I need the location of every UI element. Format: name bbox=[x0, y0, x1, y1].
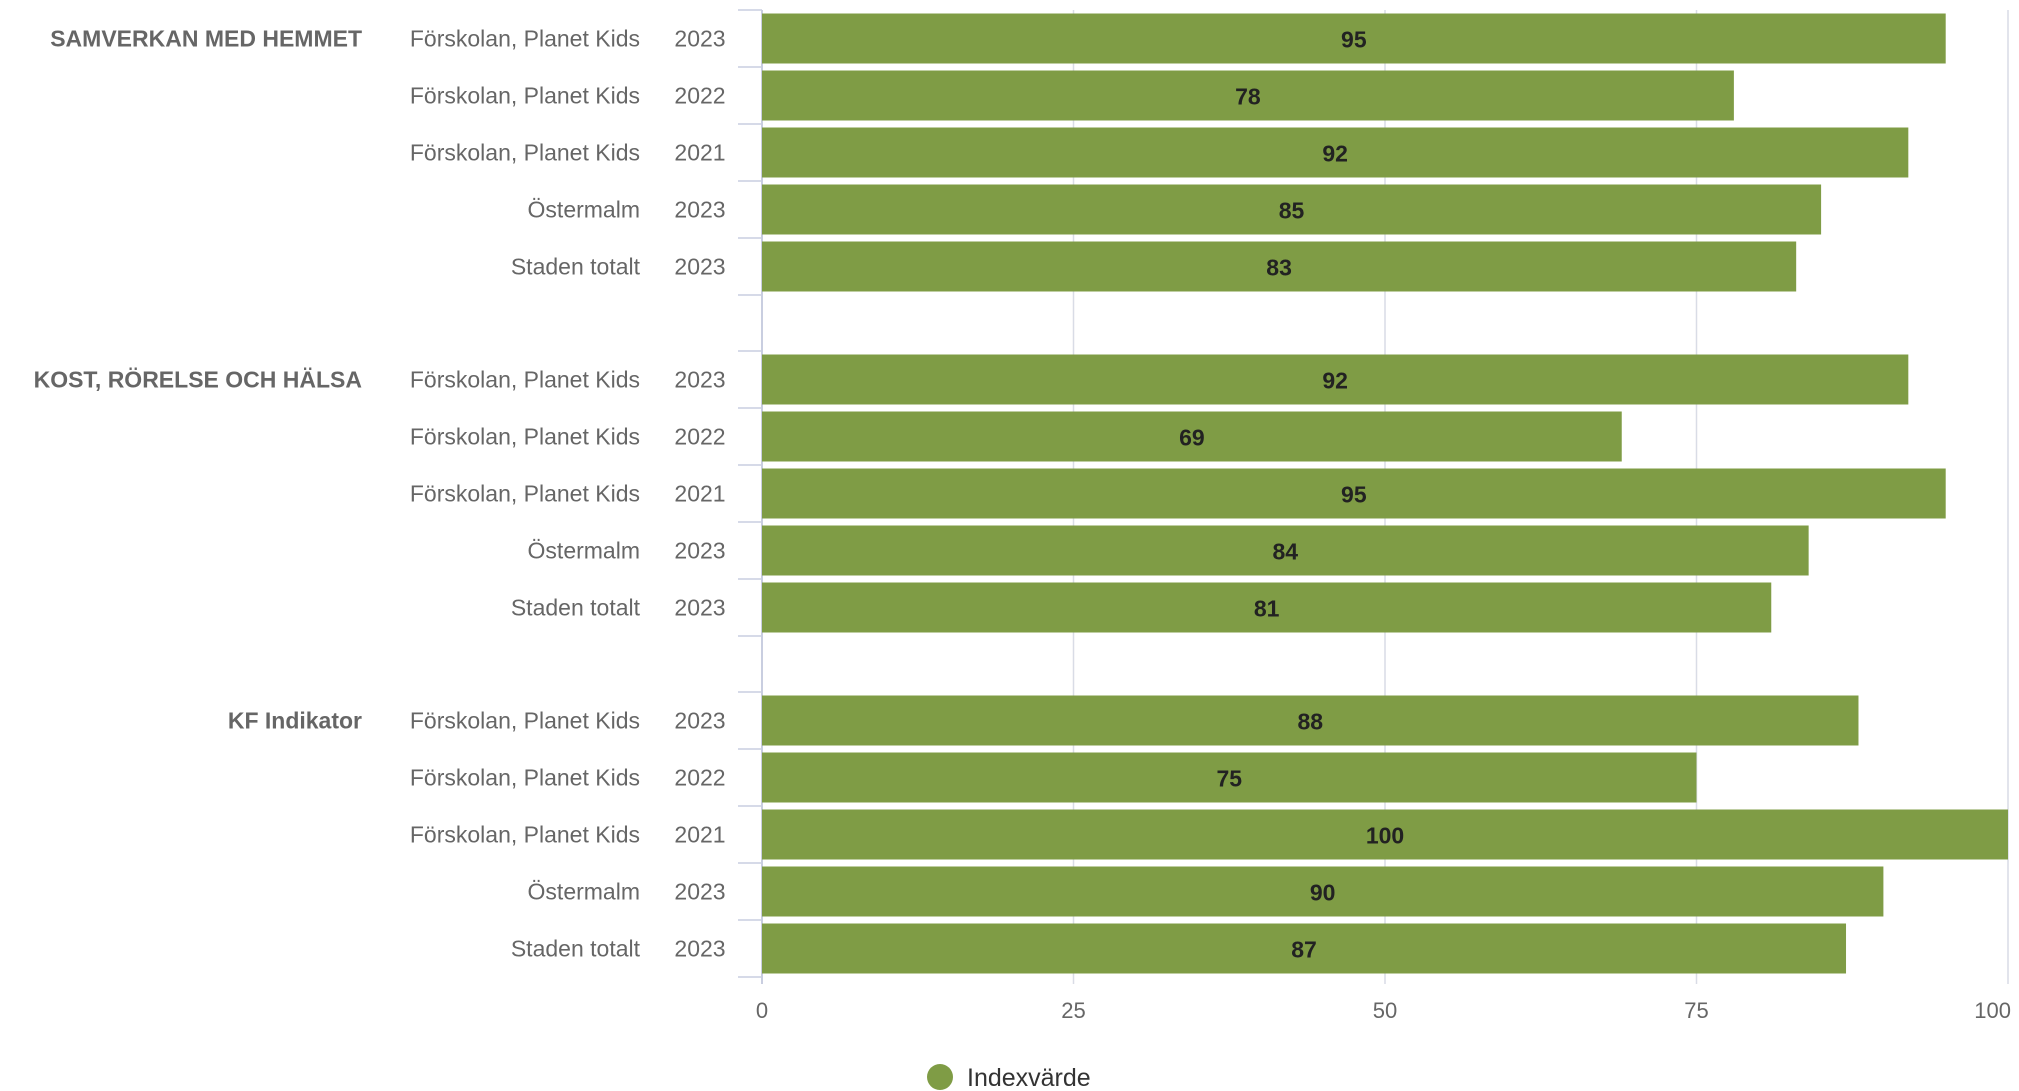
category-label: Staden totalt bbox=[511, 254, 641, 280]
data-label: 95 bbox=[1341, 482, 1367, 508]
x-tick-label: 25 bbox=[1061, 998, 1085, 1023]
data-label: 92 bbox=[1322, 141, 1348, 167]
data-label: 78 bbox=[1235, 84, 1261, 110]
x-tick-label: 50 bbox=[1373, 998, 1397, 1023]
bar bbox=[762, 241, 1797, 292]
year-label: 2022 bbox=[674, 83, 725, 109]
year-label: 2023 bbox=[674, 708, 725, 734]
x-tick-label: 0 bbox=[756, 998, 768, 1023]
bar bbox=[762, 468, 1946, 519]
bar bbox=[762, 525, 1809, 576]
year-label: 2023 bbox=[674, 538, 725, 564]
data-label: 85 bbox=[1279, 198, 1305, 224]
category-label: Förskolan, Planet Kids bbox=[410, 481, 640, 507]
group-label: KOST, RÖRELSE OCH HÄLSA bbox=[34, 367, 362, 393]
year-label: 2022 bbox=[674, 424, 725, 450]
year-label: 2023 bbox=[674, 879, 725, 905]
data-label: 87 bbox=[1291, 937, 1317, 963]
category-label: Staden totalt bbox=[511, 595, 641, 621]
bar bbox=[762, 695, 1859, 746]
legend-label: Indexvärde bbox=[967, 1064, 1091, 1091]
bar bbox=[762, 582, 1772, 633]
category-label: Förskolan, Planet Kids bbox=[410, 26, 640, 52]
category-label: Förskolan, Planet Kids bbox=[410, 765, 640, 791]
data-label: 88 bbox=[1297, 709, 1323, 735]
category-label: Staden totalt bbox=[511, 936, 641, 962]
year-label: 2023 bbox=[674, 367, 725, 393]
data-label: 84 bbox=[1273, 539, 1299, 565]
year-label: 2023 bbox=[674, 595, 725, 621]
data-label: 75 bbox=[1216, 766, 1242, 792]
data-label: 100 bbox=[1366, 823, 1404, 849]
year-label: 2023 bbox=[674, 197, 725, 223]
bar bbox=[762, 184, 1822, 235]
year-label: 2023 bbox=[674, 254, 725, 280]
data-label: 81 bbox=[1254, 596, 1280, 622]
year-label: 2023 bbox=[674, 26, 725, 52]
bar bbox=[762, 752, 1697, 803]
data-label: 90 bbox=[1310, 880, 1336, 906]
category-label: Förskolan, Planet Kids bbox=[410, 140, 640, 166]
category-label: Östermalm bbox=[528, 879, 640, 905]
category-label: Östermalm bbox=[528, 197, 640, 223]
category-label: Förskolan, Planet Kids bbox=[410, 708, 640, 734]
bar bbox=[762, 923, 1847, 974]
year-label: 2022 bbox=[674, 765, 725, 791]
bar bbox=[762, 866, 1884, 917]
year-label: 2021 bbox=[674, 822, 725, 848]
data-label: 69 bbox=[1179, 425, 1205, 451]
legend-marker bbox=[927, 1064, 953, 1090]
x-tick-label: 100 bbox=[1974, 998, 2011, 1023]
category-label: Förskolan, Planet Kids bbox=[410, 367, 640, 393]
category-label: Förskolan, Planet Kids bbox=[410, 83, 640, 109]
year-label: 2023 bbox=[674, 936, 725, 962]
group-label: KF Indikator bbox=[228, 708, 362, 734]
data-label: 83 bbox=[1266, 255, 1292, 281]
group-label: SAMVERKAN MED HEMMET bbox=[50, 26, 362, 52]
bar bbox=[762, 354, 1909, 405]
year-label: 2021 bbox=[674, 481, 725, 507]
bar bbox=[762, 809, 2008, 860]
bar bbox=[762, 13, 1946, 64]
category-label: Östermalm bbox=[528, 538, 640, 564]
data-label: 92 bbox=[1322, 368, 1348, 394]
data-label: 95 bbox=[1341, 27, 1367, 53]
year-label: 2021 bbox=[674, 140, 725, 166]
category-label: Förskolan, Planet Kids bbox=[410, 822, 640, 848]
x-tick-label: 75 bbox=[1684, 998, 1708, 1023]
bar bbox=[762, 411, 1622, 462]
category-label: Förskolan, Planet Kids bbox=[410, 424, 640, 450]
bar bbox=[762, 70, 1734, 121]
bar bbox=[762, 127, 1909, 178]
